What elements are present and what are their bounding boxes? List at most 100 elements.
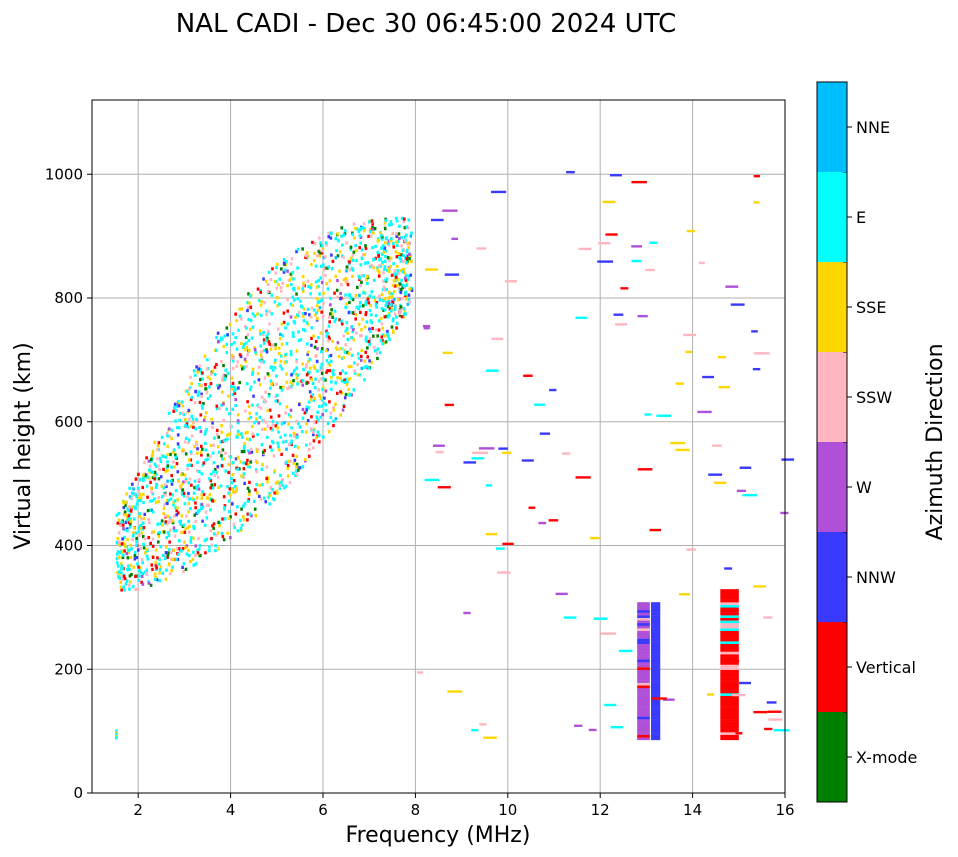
echo-point	[143, 512, 147, 516]
echo-point	[239, 364, 243, 368]
colorbar-segment-nne	[817, 82, 847, 172]
echo-point	[444, 403, 454, 407]
echo-point	[217, 386, 220, 390]
echo-point	[193, 553, 197, 557]
echo-point	[232, 341, 236, 345]
echo-point	[115, 552, 119, 556]
echo-point	[133, 554, 137, 558]
echo-point	[340, 356, 344, 360]
echo-point	[184, 389, 188, 393]
grid	[92, 100, 786, 794]
echo-point	[305, 321, 309, 325]
echo-point	[202, 402, 205, 406]
echo-point	[262, 400, 266, 404]
echo-point	[191, 496, 194, 500]
echo-point	[383, 308, 387, 312]
echo-point	[316, 418, 320, 422]
echo-point	[151, 476, 155, 480]
echo-point	[637, 716, 650, 720]
echo-point	[260, 443, 264, 447]
echo-point	[205, 496, 209, 500]
echo-point	[257, 405, 260, 409]
echo-point	[300, 379, 303, 383]
echo-point	[372, 278, 376, 282]
echo-point	[257, 494, 261, 498]
echo-point	[133, 557, 137, 561]
echo-point	[115, 729, 118, 733]
echo-point	[312, 334, 315, 338]
echo-point	[264, 279, 268, 284]
echo-point	[255, 460, 259, 465]
echo-point	[193, 486, 196, 490]
echo-point	[343, 396, 347, 400]
echo-point	[369, 230, 372, 234]
echo-point	[127, 509, 130, 513]
echo-point	[307, 447, 311, 452]
echo-point	[356, 373, 360, 377]
echo-point	[122, 526, 125, 531]
echo-point	[208, 493, 212, 497]
echo-point	[115, 736, 118, 740]
echo-point	[679, 593, 690, 596]
echo-point	[271, 439, 274, 443]
echo-point	[400, 236, 403, 240]
echo-point	[251, 367, 255, 371]
echo-point	[151, 567, 154, 571]
echo-point	[351, 268, 355, 272]
echo-point	[169, 479, 173, 483]
echo-point	[284, 460, 288, 464]
echo-point	[209, 382, 213, 386]
echo-point	[405, 250, 409, 254]
echo-point	[220, 403, 223, 407]
echo-point	[238, 307, 242, 311]
echo-point	[256, 432, 259, 437]
echo-point	[387, 296, 390, 300]
echo-point	[290, 373, 293, 377]
echo-point	[226, 433, 229, 437]
echo-point	[720, 669, 739, 673]
echo-point	[379, 338, 383, 343]
echo-point	[602, 200, 616, 204]
echo-point	[211, 524, 214, 528]
echo-point	[235, 487, 238, 491]
echo-point	[118, 551, 122, 555]
echo-point	[322, 301, 325, 305]
echo-point	[675, 448, 690, 452]
echo-point	[371, 222, 374, 226]
echo-point	[216, 383, 219, 388]
echo-point	[463, 611, 471, 615]
echo-point	[344, 305, 347, 310]
echo-point	[402, 253, 405, 258]
echo-point	[381, 244, 385, 249]
echo-point	[151, 492, 155, 496]
echo-point	[204, 441, 207, 445]
echo-point	[404, 233, 408, 237]
echo-point	[166, 464, 170, 468]
echo-point	[273, 361, 277, 365]
echo-point	[651, 695, 661, 699]
echo-point	[119, 523, 122, 528]
echo-point	[244, 409, 247, 413]
echo-point	[637, 643, 650, 647]
echo-point	[400, 287, 403, 292]
echo-point	[637, 703, 650, 707]
echo-point	[613, 313, 624, 316]
echo-point	[199, 367, 203, 372]
echo-point	[353, 369, 356, 373]
echo-point	[253, 380, 256, 384]
echo-point	[187, 458, 191, 462]
echo-point	[263, 349, 266, 353]
echo-point	[383, 246, 387, 250]
echo-point	[720, 635, 739, 639]
echo-point	[155, 472, 158, 476]
echo-point	[315, 435, 318, 440]
echo-point	[220, 531, 224, 535]
echo-point	[185, 552, 189, 556]
echo-point	[139, 492, 142, 497]
echo-point	[380, 246, 383, 250]
x-tick-label: 12	[591, 801, 610, 819]
echo-point	[313, 258, 316, 263]
echo-point	[344, 392, 348, 397]
colorbar-label: Vertical	[856, 658, 916, 677]
